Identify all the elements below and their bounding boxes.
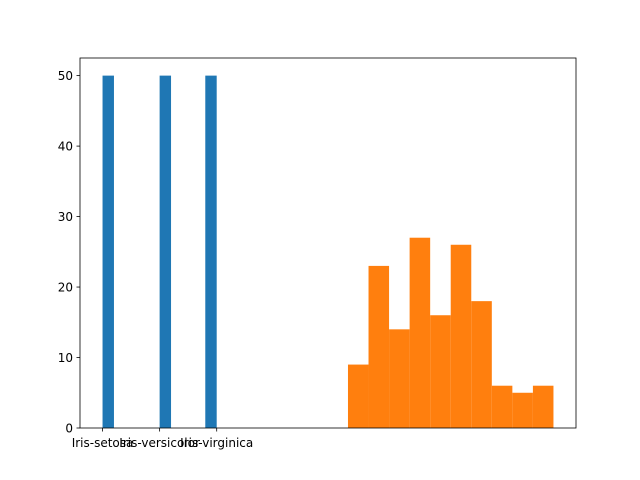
bar: [450, 244, 472, 428]
y-tick-label: 30: [58, 210, 73, 224]
bar: [347, 364, 369, 428]
axes-frame: [79, 57, 577, 429]
bar: [532, 385, 554, 428]
bar: [159, 75, 172, 428]
bar: [491, 385, 513, 428]
bar: [471, 301, 492, 428]
bar: [512, 392, 533, 428]
x-tick-label: Iris-setosa: [72, 436, 134, 450]
bar: [409, 237, 431, 428]
bar: [368, 265, 390, 428]
bar: [205, 75, 217, 428]
y-tick-label: 20: [58, 281, 73, 295]
bar: [102, 75, 114, 428]
y-tick-label: 40: [58, 140, 73, 154]
y-tick-label: 50: [58, 69, 73, 83]
y-tick-label: 10: [58, 351, 73, 365]
x-tick-label: Iris-versicolor: [119, 436, 200, 450]
y-tick-label: 0: [65, 422, 73, 436]
bar: [389, 329, 410, 428]
bar: [430, 315, 451, 428]
x-tick-label: Iris-virginica: [180, 436, 253, 450]
